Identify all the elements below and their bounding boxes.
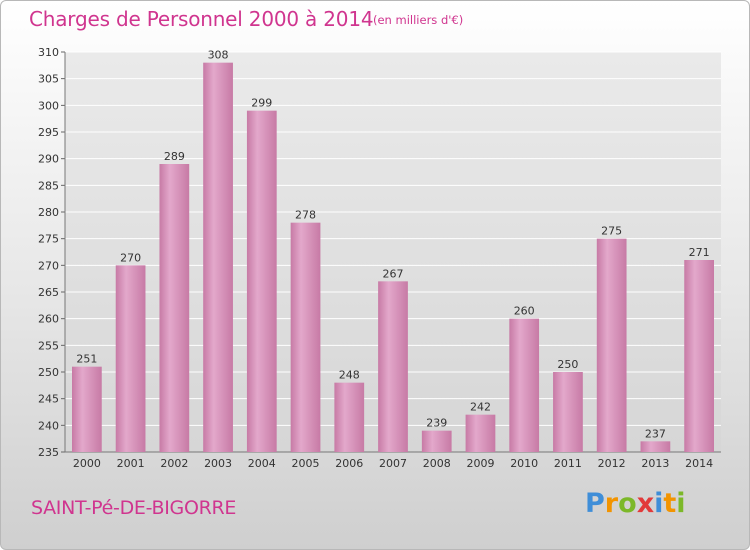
logo-letter: t <box>663 488 677 519</box>
bars: 251 270 289 308 299 278 248 267 239 242 260 250 275 2… <box>71 49 715 453</box>
y-tick-label: 265 <box>38 286 59 299</box>
y-tick-label: 295 <box>38 126 59 139</box>
logo-letter: i <box>676 488 686 519</box>
data-label: 260 <box>514 305 535 318</box>
x-axis: 2000 2001 2002 2003 2004 2005 2006 2007 2008 2009… <box>73 457 713 470</box>
bar <box>246 110 277 453</box>
x-tick-label: 2013 <box>641 457 669 470</box>
y-tick-label: 255 <box>38 339 59 352</box>
bar <box>640 441 671 452</box>
bar <box>334 382 365 452</box>
bar <box>596 238 627 452</box>
x-tick-label: 2012 <box>598 457 626 470</box>
logo-letter: x <box>636 488 655 519</box>
chart-title: Charges de Personnel 2000 à 2014 <box>29 7 374 31</box>
data-label: 289 <box>164 150 185 163</box>
data-label: 275 <box>601 225 622 238</box>
y-tick-label: 310 <box>38 46 59 59</box>
data-label: 278 <box>295 209 316 222</box>
data-label: 271 <box>689 246 710 259</box>
x-tick-label: 2008 <box>423 457 451 470</box>
y-tick-label: 300 <box>38 99 59 112</box>
data-label: 237 <box>645 427 666 440</box>
logo-letter: P <box>585 488 605 519</box>
x-tick-label: 2011 <box>554 457 582 470</box>
y-tick-label: 285 <box>38 179 59 192</box>
y-tick-label: 270 <box>38 259 59 272</box>
bar <box>421 430 452 452</box>
x-tick-label: 2002 <box>160 457 188 470</box>
data-label: 239 <box>426 417 447 430</box>
x-tick-label: 2000 <box>73 457 101 470</box>
bar <box>71 366 102 452</box>
x-tick-label: 2007 <box>379 457 407 470</box>
y-tick-label: 250 <box>38 366 59 379</box>
logo-letter: r <box>604 488 619 519</box>
y-tick-label: 245 <box>38 393 59 406</box>
logo-letter: o <box>618 488 637 519</box>
bar <box>509 318 540 452</box>
x-tick-label: 2014 <box>685 457 713 470</box>
data-label: 267 <box>383 267 404 280</box>
x-tick-label: 2010 <box>510 457 538 470</box>
x-tick-label: 2004 <box>248 457 276 470</box>
bar-chart: 235 240 245 250 255 260 265 270 275 280 285 290 295 3… <box>38 46 721 470</box>
y-tick-label: 280 <box>38 206 59 219</box>
data-label: 270 <box>120 251 141 264</box>
bar <box>684 260 715 452</box>
bar <box>115 265 146 452</box>
data-label: 308 <box>208 49 229 62</box>
bar <box>553 372 583 452</box>
x-tick-label: 2003 <box>204 457 232 470</box>
y-tick-label: 305 <box>38 73 59 86</box>
data-label: 251 <box>76 353 97 366</box>
bar <box>203 62 233 453</box>
y-tick-label: 290 <box>38 153 59 166</box>
y-tick-label: 240 <box>38 419 59 432</box>
proxiti-logo: Proxiti <box>585 488 686 519</box>
y-tick-label: 235 <box>38 446 59 459</box>
y-tick-label: 275 <box>38 233 59 246</box>
data-label: 248 <box>339 369 360 382</box>
data-label: 242 <box>470 401 491 414</box>
chart-subtitle: (en milliers d'€) <box>373 13 464 27</box>
data-label: 250 <box>557 358 578 371</box>
x-tick-label: 2006 <box>335 457 363 470</box>
town-name: SAINT-Pé-DE-BIGORRE <box>31 497 237 519</box>
bar <box>378 281 408 452</box>
x-tick-label: 2009 <box>466 457 494 470</box>
bar <box>290 222 321 452</box>
bar <box>159 164 190 452</box>
x-tick-label: 2001 <box>117 457 145 470</box>
data-label: 299 <box>251 97 272 110</box>
logo-letter: i <box>654 488 664 519</box>
x-tick-label: 2005 <box>292 457 320 470</box>
y-tick-label: 260 <box>38 313 59 326</box>
bar <box>465 414 496 452</box>
